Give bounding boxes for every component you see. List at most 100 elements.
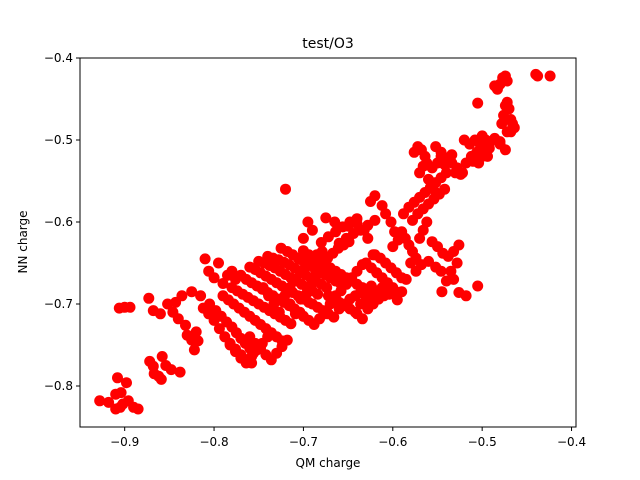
data-point [342,220,354,232]
data-point [110,388,122,400]
data-point [156,351,168,362]
data-point [190,326,202,338]
data-point [312,288,324,300]
x-tick-label: −0.8 [199,435,228,449]
data-point [494,138,506,150]
data-point [289,308,301,320]
data-point [302,216,314,228]
data-point [300,288,312,300]
y-axis-label: NN charge [16,210,30,273]
data-point [503,103,515,115]
data-point [226,265,238,277]
data-point [417,224,429,236]
data-point [284,282,296,294]
data-point [297,232,309,244]
data-point [281,334,293,346]
data-point [451,257,463,269]
data-point [186,286,198,298]
data-point [293,253,305,265]
data-point [132,403,144,415]
data-point [448,273,460,285]
data-point [472,97,484,109]
data-point [217,278,229,289]
data-point [385,216,397,228]
y-tick-label: −0.5 [44,133,73,147]
data-point [410,252,422,264]
data-point [320,212,332,224]
data-point [430,187,442,198]
x-tick-label: −0.4 [557,435,586,449]
data-point [257,282,269,294]
data-point [311,269,323,280]
x-axis-label: QM charge [296,456,361,470]
data-point [419,150,431,162]
data-point [435,265,447,277]
y-tick-label: −0.4 [44,51,73,65]
data-point [508,122,520,134]
data-point [280,183,291,195]
data-point [482,150,493,162]
data-point [195,290,207,302]
data-point [496,118,508,130]
chart-title: test/O3 [302,36,354,52]
data-point [532,70,544,82]
data-point [176,290,188,302]
data-point [103,396,115,408]
data-point [389,285,401,297]
data-point [440,167,452,179]
data-point [381,278,393,290]
data-point [208,314,220,326]
data-point [213,257,224,269]
data-point [436,286,448,298]
data-point [268,298,280,310]
data-point [172,313,184,325]
data-point [262,331,274,343]
data-point [439,183,451,195]
points-layer [94,68,556,415]
data-point [199,253,211,265]
data-point [544,70,556,82]
data-point [192,335,204,347]
data-point [285,318,297,330]
data-point [455,168,467,180]
data-point [369,190,381,202]
x-tick-label: −0.7 [289,435,318,449]
plot-frame [79,57,577,428]
data-point [165,364,177,376]
data-point [460,290,472,302]
data-point [143,292,155,304]
data-point [279,290,291,302]
data-point [421,216,433,228]
data-point [155,373,167,385]
data-point [188,344,200,356]
data-point [121,377,132,389]
data-point [112,372,123,384]
data-point [489,80,501,92]
data-point [284,298,296,310]
data-point [483,137,495,149]
data-point [362,232,374,244]
x-tick-label: −0.5 [468,435,497,449]
data-point [263,290,275,302]
data-point [180,319,191,331]
data-point [387,241,399,253]
data-point [273,306,285,318]
data-point [358,224,370,236]
data-point [124,301,136,313]
data-point [321,282,333,294]
data-point [319,308,331,320]
x-tick-label: −0.9 [110,435,139,449]
data-point [476,130,488,142]
data-point [208,272,220,284]
x-axis: −0.9 −0.8 −0.7 −0.6 −0.5 −0.4 [110,427,586,449]
data-point [356,313,368,325]
data-point [414,232,426,244]
y-tick-label: −0.6 [44,215,73,229]
data-point [94,395,106,407]
data-point [367,249,379,261]
data-point [213,323,225,335]
data-point [329,216,341,228]
data-point [400,273,412,285]
data-point [306,224,318,236]
